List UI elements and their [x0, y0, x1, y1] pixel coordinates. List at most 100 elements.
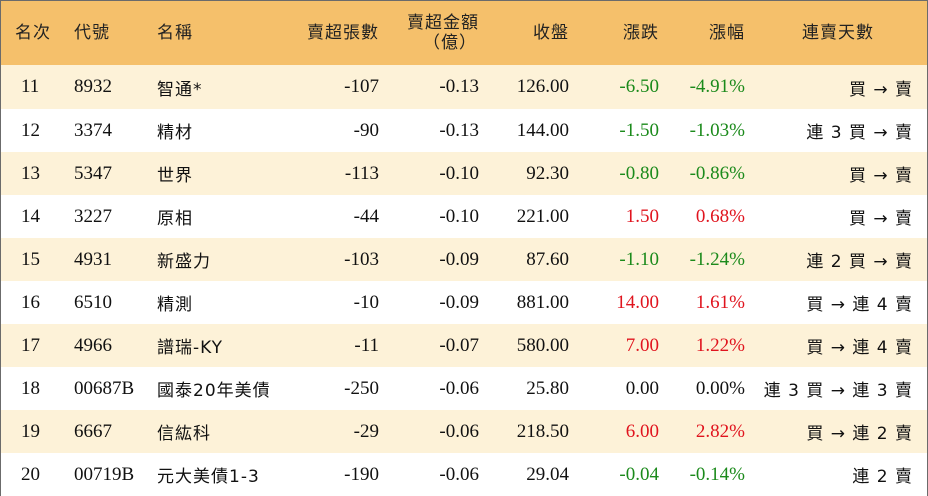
header-pct[interactable]: 漲幅 — [709, 23, 745, 43]
table-row[interactable]: 20 00719B 元大美債1-3 -190 -0.06 29.04 -0.04 -0.14%… — [1, 453, 927, 496]
streak-cell: 買 → 連 2 賣 — [806, 424, 913, 444]
pct-change-cell: -1.24% — [689, 248, 745, 270]
pct-change-cell: -4.91% — [689, 76, 745, 97]
rank-cell: 18 — [21, 377, 40, 399]
rank-cell: 20 — [21, 463, 40, 485]
stock-name-cell[interactable]: 世界 — [157, 166, 193, 186]
code-cell[interactable]: 3227 — [74, 205, 112, 227]
streak-cell: 連 3 買 → 連 3 賣 — [763, 381, 913, 401]
streak-cell: 買 → 連 4 賣 — [806, 338, 913, 358]
pct-change-cell: -1.03% — [689, 119, 745, 141]
close-price-cell: 92.30 — [526, 162, 569, 184]
table-row[interactable]: 18 00687B 國泰20年美債 -250 -0.06 25.80 0.00 0.00% 連 … — [1, 367, 927, 410]
code-cell[interactable]: 5347 — [74, 162, 112, 184]
header-code[interactable]: 代號 — [74, 23, 110, 43]
header-sell-amount-line1: 賣超金額 — [407, 13, 479, 33]
stock-name-cell[interactable]: 信紘科 — [157, 424, 211, 444]
table-row[interactable]: 11 8932 智通* -107 -0.13 126.00 -6.50 -4.91% 買 → 賣 — [1, 65, 927, 109]
sell-shares-cell: -44 — [353, 205, 379, 227]
close-price-cell: 29.04 — [526, 463, 569, 485]
sell-amount-cell: -0.07 — [439, 334, 479, 356]
rank-cell: 19 — [21, 420, 40, 442]
stock-name-cell[interactable]: 譜瑞-KY — [157, 338, 224, 358]
pct-change-cell: 2.82% — [695, 420, 745, 442]
close-price-cell: 87.60 — [526, 248, 569, 270]
header-close[interactable]: 收盤 — [533, 23, 569, 43]
header-sell-shares[interactable]: 賣超張數 — [307, 23, 379, 43]
stock-name-cell[interactable]: 精測 — [157, 295, 193, 315]
rank-cell: 17 — [21, 334, 40, 356]
sell-shares-cell: -113 — [344, 162, 379, 184]
streak-cell: 連 3 買 → 賣 — [806, 123, 913, 143]
pct-change-cell: 1.61% — [695, 291, 745, 313]
sell-shares-cell: -250 — [344, 377, 379, 399]
stock-name-cell[interactable]: 元大美債1-3 — [157, 467, 260, 487]
rank-cell: 14 — [21, 205, 40, 227]
rank-cell: 11 — [21, 76, 40, 97]
table-header-row: 名次 代號 名稱 賣超張數 賣超金額 （億） 收盤 漲跌 漲幅 連賣天數 — [1, 1, 927, 65]
close-price-cell: 218.50 — [516, 420, 569, 442]
sell-shares-cell: -107 — [344, 76, 379, 97]
sell-amount-cell: -0.06 — [439, 463, 479, 485]
sell-shares-cell: -190 — [344, 463, 379, 485]
sell-amount-cell: -0.06 — [439, 420, 479, 442]
code-cell[interactable]: 6667 — [74, 420, 112, 442]
sell-shares-cell: -10 — [353, 291, 379, 313]
stock-name-cell[interactable]: 新盛力 — [157, 252, 211, 272]
change-cell: -6.50 — [619, 76, 659, 97]
table-row[interactable]: 12 3374 精材 -90 -0.13 144.00 -1.50 -1.03% 連 3 買 →… — [1, 109, 927, 152]
code-cell[interactable]: 6510 — [74, 291, 112, 313]
change-cell: -0.04 — [619, 463, 659, 485]
sell-amount-cell: -0.09 — [439, 248, 479, 270]
change-cell: 14.00 — [616, 291, 659, 313]
close-price-cell: 881.00 — [516, 291, 569, 313]
code-cell[interactable]: 4931 — [74, 248, 112, 270]
change-cell: 7.00 — [625, 334, 659, 356]
table-row[interactable]: 19 6667 信紘科 -29 -0.06 218.50 6.00 2.82% 買 → 連 2 … — [1, 410, 927, 453]
header-rank[interactable]: 名次 — [15, 23, 51, 43]
code-cell[interactable]: 8932 — [74, 76, 112, 97]
code-cell[interactable]: 4966 — [74, 334, 112, 356]
stock-name-cell[interactable]: 精材 — [157, 123, 193, 143]
sell-shares-cell: -29 — [353, 420, 379, 442]
streak-cell: 買 → 賣 — [848, 166, 913, 186]
change-cell: 1.50 — [625, 205, 659, 227]
table-row[interactable]: 15 4931 新盛力 -103 -0.09 87.60 -1.10 -1.24% 連 2 買 … — [1, 238, 927, 281]
sell-amount-cell: -0.09 — [439, 291, 479, 313]
table-row[interactable]: 14 3227 原相 -44 -0.10 221.00 1.50 0.68% 買 → 賣 — [1, 195, 927, 238]
code-cell[interactable]: 00719B — [74, 463, 135, 485]
rank-cell: 13 — [21, 162, 40, 184]
sell-amount-cell: -0.13 — [439, 76, 479, 97]
table-row[interactable]: 13 5347 世界 -113 -0.10 92.30 -0.80 -0.86% 買 → 賣 — [1, 152, 927, 195]
pct-change-cell: 0.00% — [695, 377, 745, 399]
sell-shares-cell: -11 — [354, 334, 379, 356]
streak-cell: 買 → 賣 — [848, 79, 913, 100]
sell-amount-cell: -0.13 — [439, 119, 479, 141]
code-cell[interactable]: 00687B — [74, 377, 135, 399]
rank-cell: 16 — [21, 291, 40, 313]
streak-cell: 連 2 賣 — [852, 467, 913, 487]
header-change[interactable]: 漲跌 — [623, 23, 659, 43]
streak-cell: 買 → 連 4 賣 — [806, 295, 913, 315]
stock-name-cell[interactable]: 國泰20年美債 — [157, 381, 271, 401]
pct-change-cell: 1.22% — [695, 334, 745, 356]
close-price-cell: 221.00 — [516, 205, 569, 227]
table-row[interactable]: 16 6510 精測 -10 -0.09 881.00 14.00 1.61% 買 → 連 4 … — [1, 281, 927, 324]
header-name[interactable]: 名稱 — [157, 23, 193, 43]
header-streak[interactable]: 連賣天數 — [802, 23, 874, 43]
table-body: 11 8932 智通* -107 -0.13 126.00 -6.50 -4.91% 買 → 賣… — [1, 65, 927, 496]
pct-change-cell: -0.14% — [689, 463, 745, 485]
rank-cell: 15 — [21, 248, 40, 270]
change-cell: -1.50 — [619, 119, 659, 141]
code-cell[interactable]: 3374 — [74, 119, 112, 141]
sell-amount-cell: -0.06 — [439, 377, 479, 399]
header-sell-amount[interactable]: 賣超金額 （億） — [379, 1, 479, 65]
stock-name-cell[interactable]: 智通* — [157, 79, 203, 100]
stock-name-cell[interactable]: 原相 — [157, 209, 193, 229]
close-price-cell: 144.00 — [516, 119, 569, 141]
header-sell-amount-unit: （億） — [423, 33, 477, 53]
streak-cell: 連 2 買 → 賣 — [806, 252, 913, 272]
table-row[interactable]: 17 4966 譜瑞-KY -11 -0.07 580.00 7.00 1.22% 買 → 連 … — [1, 324, 927, 367]
sell-amount-cell: -0.10 — [439, 205, 479, 227]
